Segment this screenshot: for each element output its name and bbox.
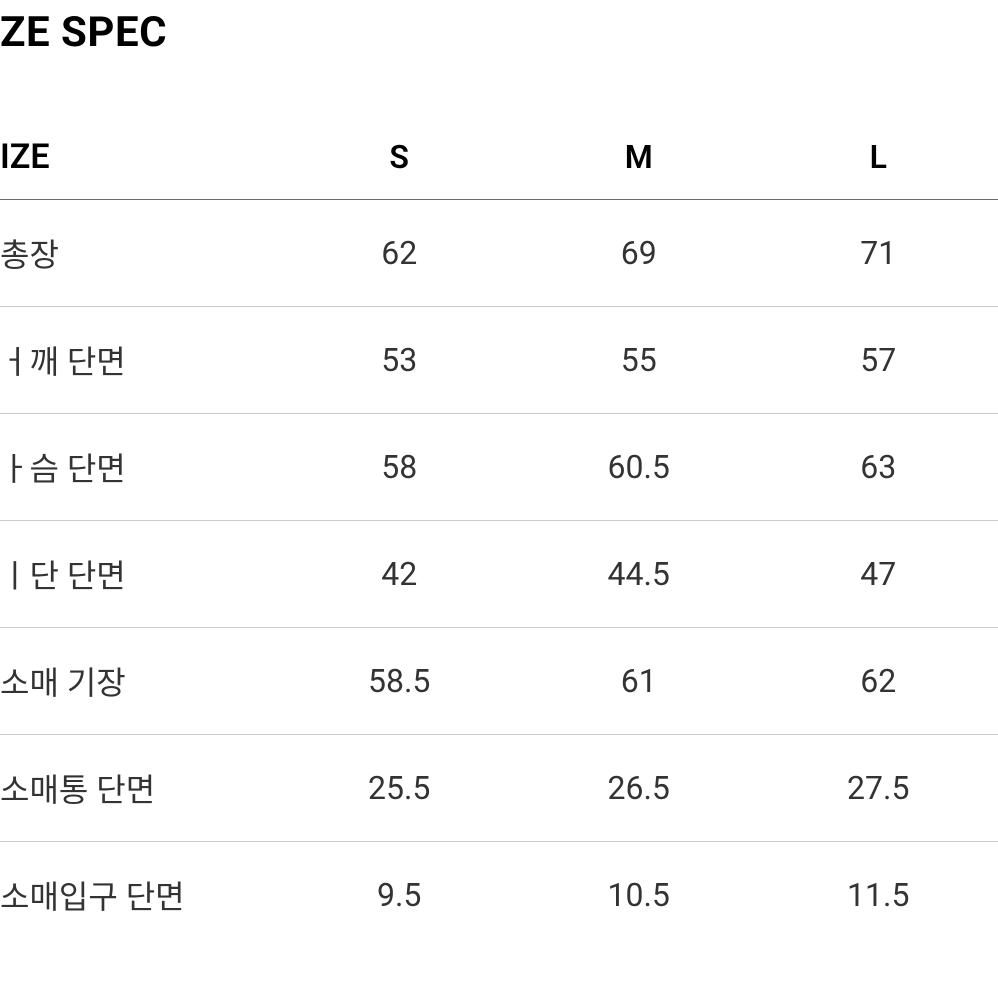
- cell-value: 25.5: [279, 735, 519, 842]
- cell-value: 53: [279, 307, 519, 414]
- table-row: ㅓ깨 단면 53 55 57: [0, 307, 998, 414]
- cell-value: 58: [279, 414, 519, 521]
- row-label: 소매입구 단면: [0, 842, 279, 949]
- header-size-l: L: [758, 137, 998, 200]
- row-label: 총장: [0, 200, 279, 307]
- row-label: 소매통 단면: [0, 735, 279, 842]
- cell-value: 61: [519, 628, 759, 735]
- table-row: ㅏ슴 단면 58 60.5 63: [0, 414, 998, 521]
- header-size-m: M: [519, 137, 759, 200]
- table-row: 소매 기장 58.5 61 62: [0, 628, 998, 735]
- page-title: ZE SPEC: [0, 8, 998, 57]
- cell-value: 10.5: [519, 842, 759, 949]
- table-row: 소매통 단면 25.5 26.5 27.5: [0, 735, 998, 842]
- cell-value: 57: [758, 307, 998, 414]
- row-label: ㅏ슴 단면: [0, 414, 279, 521]
- table-header-row: IZE S M L: [0, 137, 998, 200]
- row-label: ㅣ단 단면: [0, 521, 279, 628]
- cell-value: 42: [279, 521, 519, 628]
- cell-value: 44.5: [519, 521, 759, 628]
- cell-value: 71: [758, 200, 998, 307]
- size-spec-container: ZE SPEC IZE S M L 총장 62 69 71 ㅓ깨 단면 53 5…: [0, 0, 998, 948]
- cell-value: 47: [758, 521, 998, 628]
- header-size-s: S: [279, 137, 519, 200]
- cell-value: 26.5: [519, 735, 759, 842]
- row-label: ㅓ깨 단면: [0, 307, 279, 414]
- table-row: 소매입구 단면 9.5 10.5 11.5: [0, 842, 998, 949]
- size-table: IZE S M L 총장 62 69 71 ㅓ깨 단면 53 55 57 ㅏ슴 …: [0, 137, 998, 948]
- table-row: 총장 62 69 71: [0, 200, 998, 307]
- cell-value: 62: [279, 200, 519, 307]
- header-label: IZE: [0, 137, 279, 200]
- row-label: 소매 기장: [0, 628, 279, 735]
- cell-value: 63: [758, 414, 998, 521]
- cell-value: 58.5: [279, 628, 519, 735]
- cell-value: 69: [519, 200, 759, 307]
- cell-value: 27.5: [758, 735, 998, 842]
- cell-value: 11.5: [758, 842, 998, 949]
- cell-value: 9.5: [279, 842, 519, 949]
- cell-value: 62: [758, 628, 998, 735]
- table-row: ㅣ단 단면 42 44.5 47: [0, 521, 998, 628]
- cell-value: 55: [519, 307, 759, 414]
- cell-value: 60.5: [519, 414, 759, 521]
